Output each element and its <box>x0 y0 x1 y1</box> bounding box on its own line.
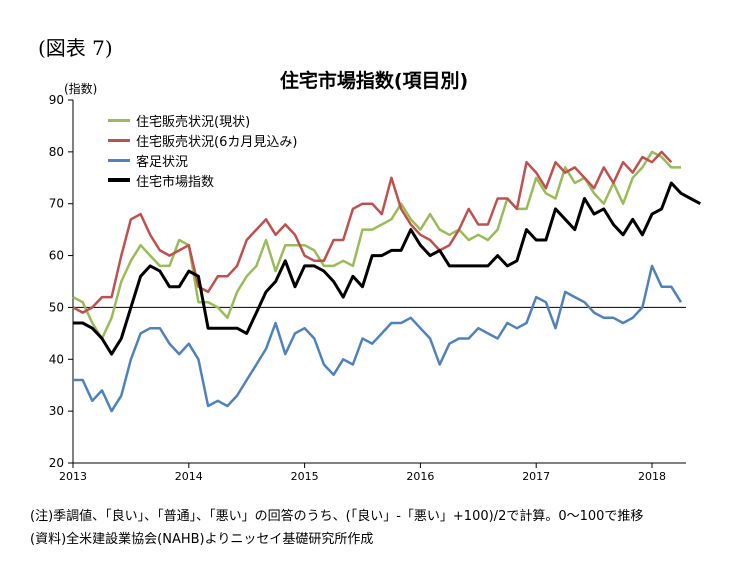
y-tick-label: 70 <box>49 197 64 211</box>
x-tick-label: 2015 <box>291 470 319 483</box>
chart-source: (資料)全米建設業協会(NAHB)よりニッセイ基礎研究所作成 <box>30 532 374 547</box>
y-tick-label: 50 <box>49 300 64 314</box>
legend-item-current-sales: 住宅販売状況(現状) <box>108 110 297 130</box>
series-line-traffic <box>73 264 683 413</box>
legend-swatch-future-sales <box>108 138 130 142</box>
series-line-future-sales <box>72 150 673 314</box>
legend-label-traffic: 客足状況 <box>136 154 189 170</box>
y-tick-label: 40 <box>49 352 64 366</box>
legend-swatch-traffic <box>108 158 130 162</box>
chart-series <box>72 150 702 413</box>
legend-label-future-sales: 住宅販売状況(6カ月見込み) <box>136 134 298 150</box>
legend-item-hmi: 住宅市場指数 <box>108 170 297 190</box>
legend-swatch-hmi <box>108 178 130 182</box>
y-axis-unit-label: (指数) <box>64 82 98 96</box>
y-tick-label: 30 <box>49 404 64 418</box>
legend-swatch-current-sales <box>108 118 130 122</box>
y-tick-label: 60 <box>49 249 64 263</box>
y-tick-label: 20 <box>49 456 64 470</box>
legend-item-traffic: 客足状況 <box>108 150 297 170</box>
y-tick-label: 90 <box>49 93 64 107</box>
chart-legend: 住宅販売状況(現状) 住宅販売状況(6カ月見込み) 客足状況 住宅市場指数 <box>108 110 297 190</box>
series-line-hmi <box>73 181 702 356</box>
chart-title: 住宅市場指数(項目別) <box>279 70 469 92</box>
x-tick-label: 2013 <box>59 470 87 483</box>
y-tick-label: 80 <box>49 145 64 159</box>
chart-note: (注)季調値、「良い」、「普通」、「悪い」の回答のうち、(「良い」-「悪い」+1… <box>30 509 644 524</box>
x-tick-label: 2016 <box>406 470 434 483</box>
legend-item-future-sales: 住宅販売状況(6カ月見込み) <box>108 130 297 150</box>
x-tick-label: 2014 <box>175 470 203 483</box>
figure-label: (図表 7) <box>38 36 113 60</box>
x-tick-label: 2017 <box>522 470 550 483</box>
x-tick-label: 2018 <box>638 470 666 483</box>
legend-label-current-sales: 住宅販売状況(現状) <box>136 114 251 130</box>
legend-label-hmi: 住宅市場指数 <box>136 174 215 190</box>
chart-axes: 20 30 40 50 60 70 80 90 2013 2014 2015 2016 2017 2018 <box>49 93 686 483</box>
